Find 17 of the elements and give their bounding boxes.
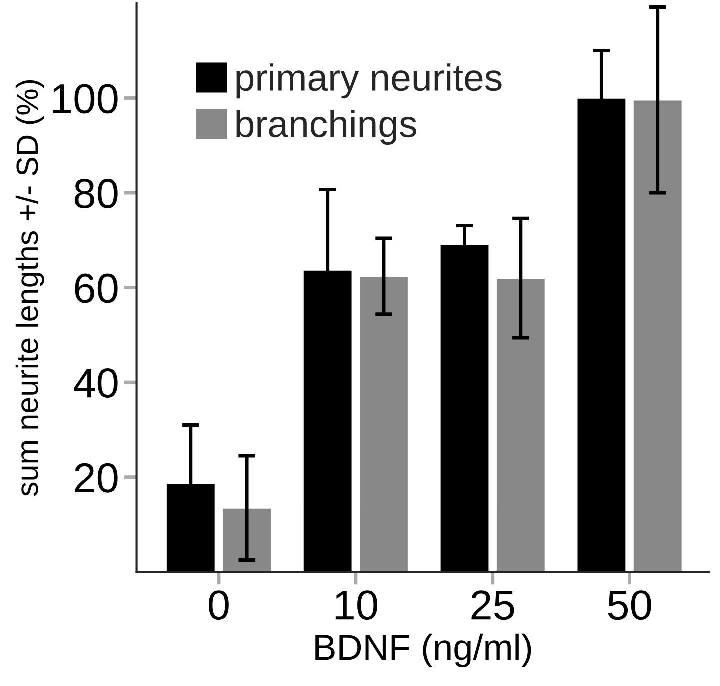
- x-tick-label: 10: [336, 590, 378, 620]
- y-tick-label: 100: [53, 84, 118, 114]
- x-axis-title: BDNF (ng/ml): [316, 634, 532, 668]
- bar: [222, 507, 272, 572]
- y-tick-label: 20: [75, 463, 118, 493]
- y-tick-label: 40: [74, 368, 118, 398]
- y-tick-label: 80: [74, 178, 118, 208]
- y-axis-title: sum neurite lengths +/- SD (%): [16, 80, 44, 496]
- legend-label: primary neurites: [236, 64, 502, 99]
- x-tick-label: 50: [608, 590, 652, 620]
- bar: [496, 278, 546, 572]
- x-tick-label: 0: [209, 590, 229, 620]
- bar: [632, 99, 684, 572]
- bar: [358, 276, 410, 572]
- legend-label: branchings: [236, 110, 416, 145]
- y-tick-label: 60: [75, 274, 118, 304]
- x-tick-label: 25: [472, 590, 514, 620]
